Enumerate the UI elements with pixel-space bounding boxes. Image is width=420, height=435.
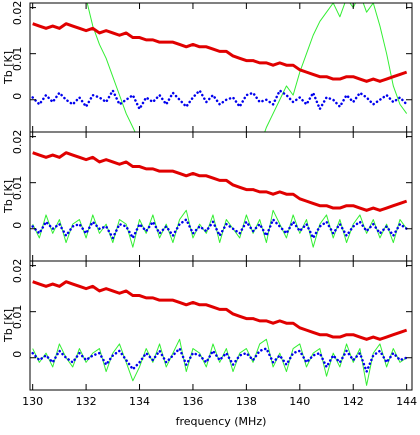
- plot-area: [31, 280, 408, 386]
- y-tick-label: 0: [11, 351, 24, 358]
- x-tick-label: 140: [289, 395, 310, 408]
- x-tick-label: 136: [182, 395, 203, 408]
- y-tick-label: 0.02: [11, 1, 24, 26]
- series-line: [31, 218, 408, 240]
- series-line: [32, 151, 408, 212]
- y-tick-label: 0: [11, 93, 24, 100]
- x-tick-label: 134: [129, 395, 150, 408]
- y-tick-label: 0.01: [11, 47, 24, 72]
- y-tick-label: 0.01: [11, 305, 24, 330]
- x-tick-label: 138: [236, 395, 257, 408]
- y-axis-label: Tb [K]: [2, 51, 15, 85]
- series-line: [32, 338, 407, 386]
- y-axis-label: Tb [K]: [2, 309, 15, 343]
- panel-frame: [29, 260, 413, 391]
- series-line: [32, 22, 408, 83]
- x-tick-label: 130: [22, 395, 43, 408]
- series-line: [31, 89, 408, 111]
- series-line: [86, 3, 408, 132]
- series-line: [31, 347, 408, 373]
- y-tick-label: 0.01: [11, 176, 24, 201]
- x-tick-label: 142: [343, 395, 364, 408]
- series-line: [32, 280, 408, 341]
- y-tick-label: 0: [11, 222, 24, 229]
- y-axis-label: Tb [K]: [2, 180, 15, 214]
- plot-area: [31, 3, 408, 132]
- x-tick-label: 144: [396, 395, 417, 408]
- plot-area: [31, 151, 408, 248]
- x-axis-label: frequency (MHz): [176, 415, 267, 428]
- panel-frame: [29, 131, 413, 262]
- panel-frame: [29, 2, 413, 133]
- series-line: [32, 209, 408, 248]
- x-tick-label: 132: [76, 395, 97, 408]
- y-tick-label: 0.02: [11, 130, 24, 155]
- y-tick-label: 0.02: [11, 259, 24, 284]
